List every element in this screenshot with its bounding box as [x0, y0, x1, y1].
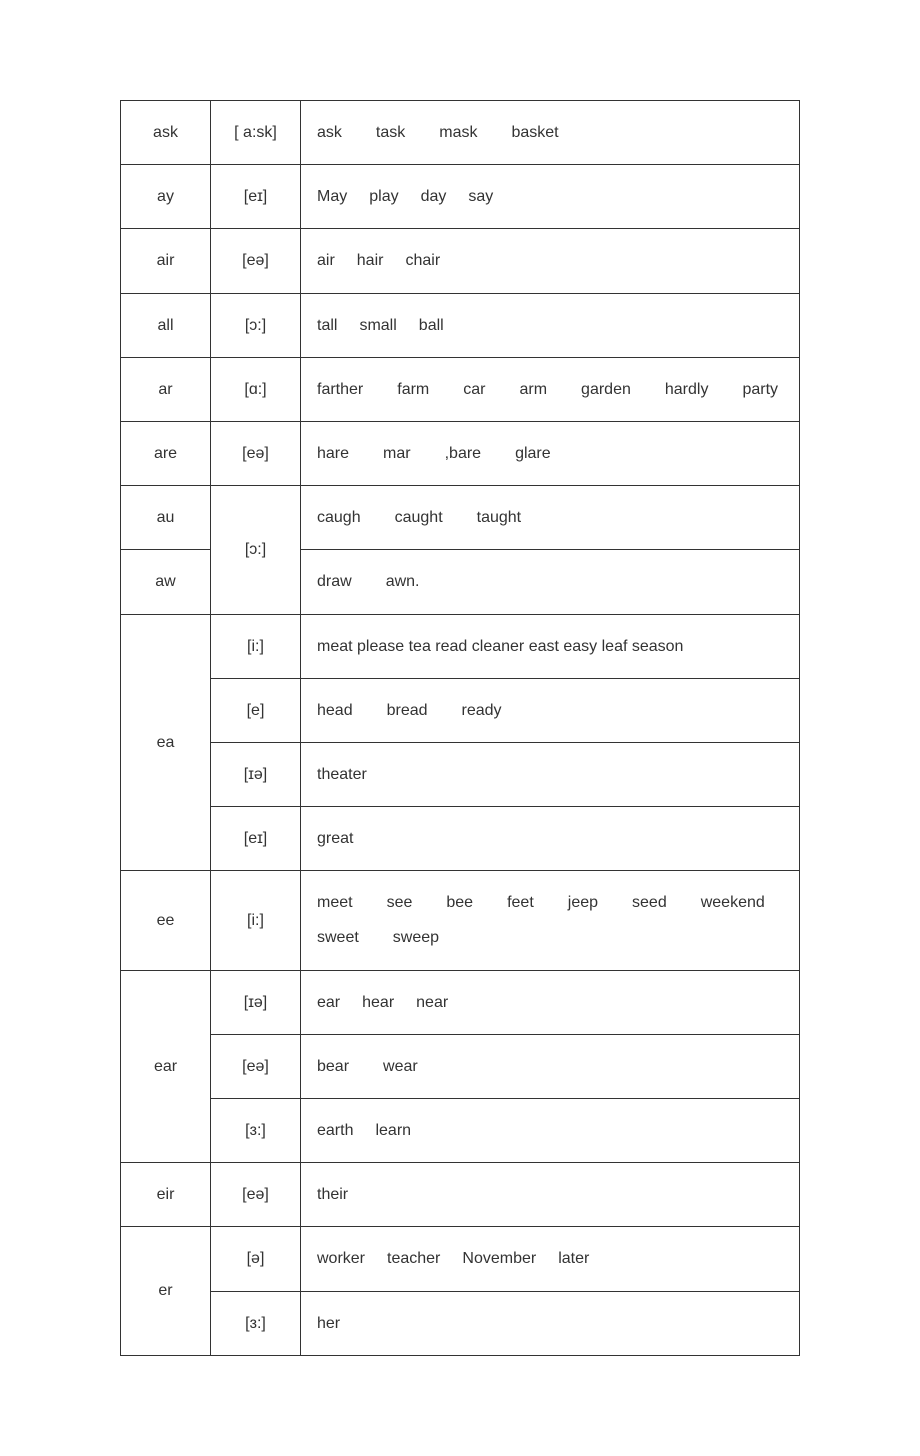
- phonics-table: ask[ a:sk]asktaskmaskbasketay[eɪ]Mayplay…: [120, 100, 800, 1356]
- ipa-cell: [ a:sk]: [211, 101, 301, 165]
- table-row: [ɜ:]her: [121, 1291, 800, 1355]
- letters-cell: air: [121, 229, 211, 293]
- table-row: [ɪə]theater: [121, 742, 800, 806]
- examples-cell: airhairchair: [301, 229, 800, 293]
- table-row: [ɜ:]earthlearn: [121, 1099, 800, 1163]
- ipa-cell: [ɑ:]: [211, 357, 301, 421]
- ipa-cell: [eə]: [211, 1034, 301, 1098]
- table-row: [e]headbreadready: [121, 678, 800, 742]
- examples-cell: great: [301, 807, 800, 871]
- letters-cell: aw: [121, 550, 211, 614]
- letters-cell: eir: [121, 1163, 211, 1227]
- examples-cell: caughcaughttaught: [301, 486, 800, 550]
- ipa-cell: [ɜ:]: [211, 1291, 301, 1355]
- examples-cell: their: [301, 1163, 800, 1227]
- letters-cell: er: [121, 1227, 211, 1355]
- ipa-cell: [i:]: [211, 614, 301, 678]
- table-row: ask[ a:sk]asktaskmaskbasket: [121, 101, 800, 165]
- ipa-cell: [ɜ:]: [211, 1099, 301, 1163]
- table-row: au[ɔ:]caughcaughttaught: [121, 486, 800, 550]
- letters-cell: au: [121, 486, 211, 550]
- ipa-cell: [eɪ]: [211, 165, 301, 229]
- letters-cell: ear: [121, 970, 211, 1163]
- examples-cell: meat please tea read cleaner east easy l…: [301, 614, 800, 678]
- ipa-cell: [eə]: [211, 421, 301, 485]
- examples-cell: earthlearn: [301, 1099, 800, 1163]
- table-row: er[ə]workerteacherNovemberlater: [121, 1227, 800, 1291]
- letters-cell: ee: [121, 871, 211, 970]
- examples-cell: bearwear: [301, 1034, 800, 1098]
- examples-cell: earhearnear: [301, 970, 800, 1034]
- ipa-cell: [eə]: [211, 1163, 301, 1227]
- table-row: [eə]bearwear: [121, 1034, 800, 1098]
- table-row: air[eə]airhairchair: [121, 229, 800, 293]
- table-row: eir[eə]their: [121, 1163, 800, 1227]
- ipa-cell: [ɔ:]: [211, 293, 301, 357]
- letters-cell: ar: [121, 357, 211, 421]
- ipa-cell: [eɪ]: [211, 807, 301, 871]
- ipa-cell: [eə]: [211, 229, 301, 293]
- ipa-cell: [ɔ:]: [211, 486, 301, 614]
- table-row: ar[ɑ:]fartherfarmcararmgardenhardlyparty: [121, 357, 800, 421]
- examples-cell: fartherfarmcararmgardenhardlyparty: [301, 357, 800, 421]
- letters-cell: ay: [121, 165, 211, 229]
- ipa-cell: [i:]: [211, 871, 301, 970]
- letters-cell: ea: [121, 614, 211, 871]
- table-row: ay[eɪ]Mayplaydaysay: [121, 165, 800, 229]
- examples-cell: tallsmallball: [301, 293, 800, 357]
- examples-cell: headbreadready: [301, 678, 800, 742]
- examples-cell: theater: [301, 742, 800, 806]
- examples-cell: drawawn.: [301, 550, 800, 614]
- letters-cell: all: [121, 293, 211, 357]
- ipa-cell: [ɪə]: [211, 742, 301, 806]
- examples-cell: meetseebeefeetjeepseedweekend sweetsweep: [301, 871, 800, 970]
- examples-cell: haremar,bareglare: [301, 421, 800, 485]
- ipa-cell: [ɪə]: [211, 970, 301, 1034]
- ipa-cell: [e]: [211, 678, 301, 742]
- table-row: all[ɔ:]tallsmallball: [121, 293, 800, 357]
- table-row: ea[i:]meat please tea read cleaner east …: [121, 614, 800, 678]
- table-row: ee[i:]meetseebeefeetjeepseedweekend swee…: [121, 871, 800, 970]
- examples-cell: asktaskmaskbasket: [301, 101, 800, 165]
- examples-cell: Mayplaydaysay: [301, 165, 800, 229]
- table-row: are[eə]haremar,bareglare: [121, 421, 800, 485]
- table-row: ear[ɪə]earhearnear: [121, 970, 800, 1034]
- examples-cell: workerteacherNovemberlater: [301, 1227, 800, 1291]
- letters-cell: ask: [121, 101, 211, 165]
- table-row: [eɪ]great: [121, 807, 800, 871]
- letters-cell: are: [121, 421, 211, 485]
- ipa-cell: [ə]: [211, 1227, 301, 1291]
- examples-cell: her: [301, 1291, 800, 1355]
